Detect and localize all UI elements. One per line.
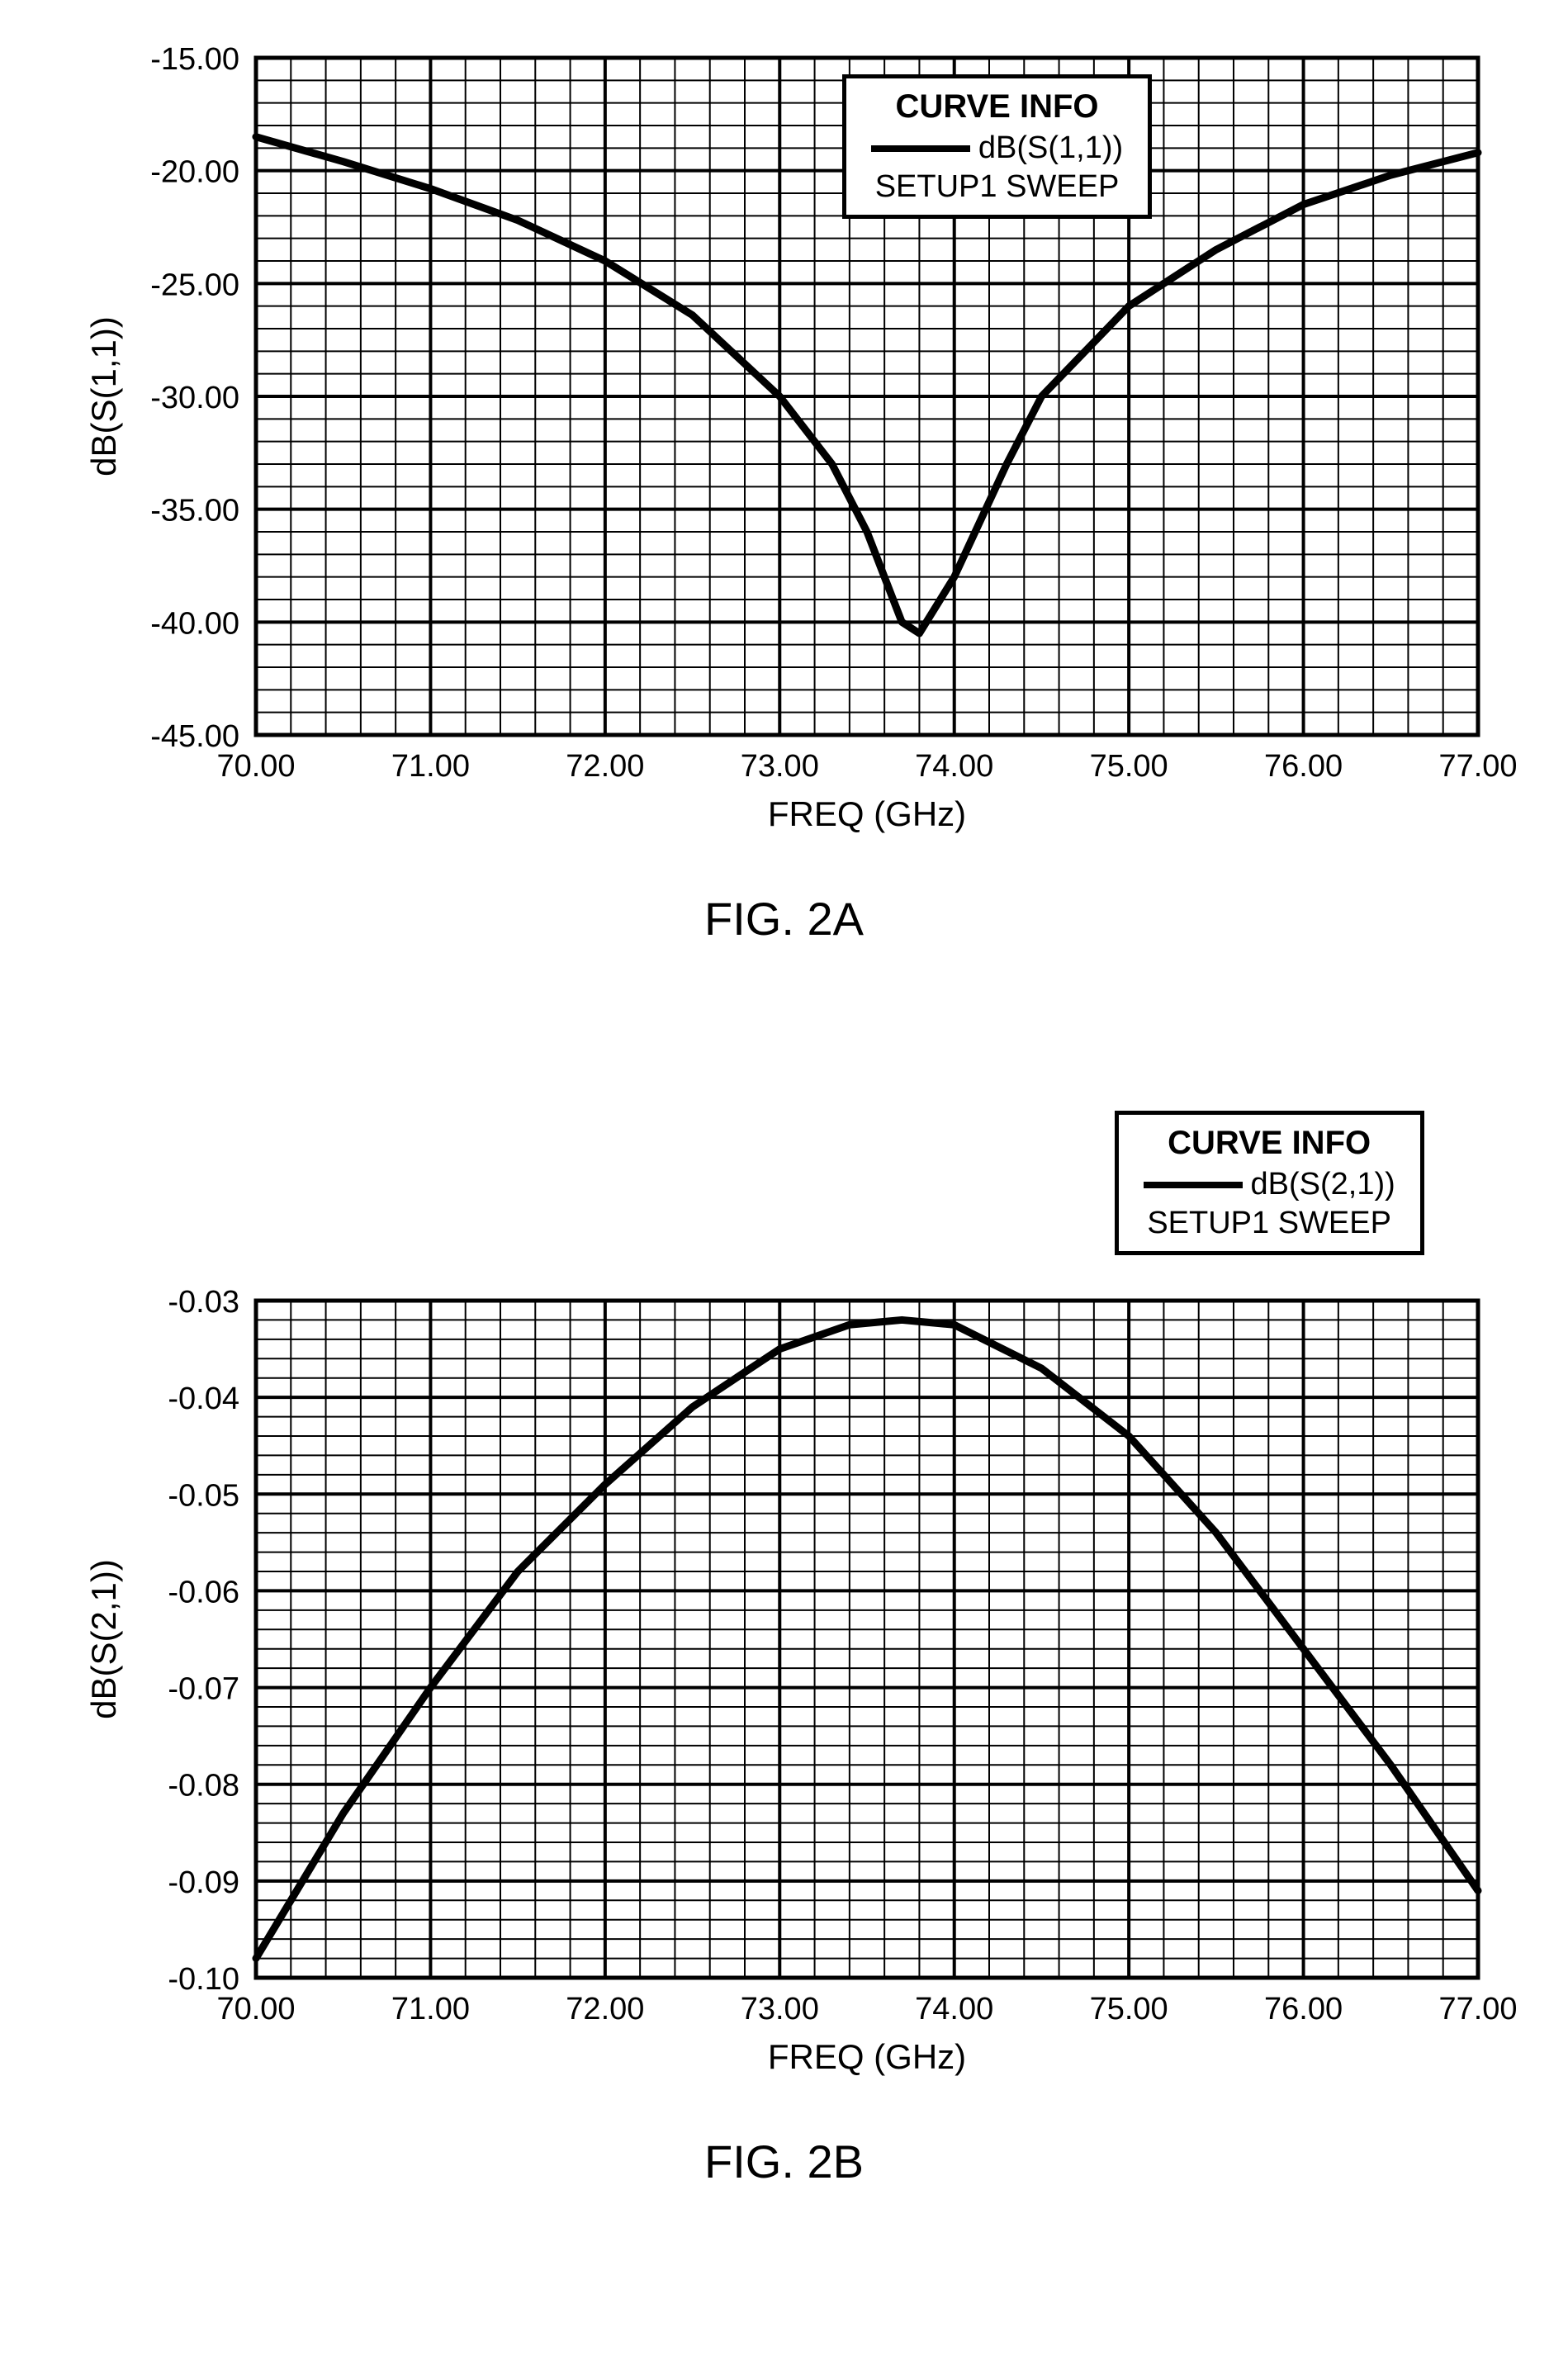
svg-text:-35.00: -35.00 bbox=[150, 494, 239, 529]
svg-text:-0.09: -0.09 bbox=[168, 1865, 239, 1900]
svg-text:73.00: 73.00 bbox=[740, 749, 818, 784]
legend-subtitle: SETUP1 SWEEP bbox=[871, 169, 1123, 205]
svg-text:75.00: 75.00 bbox=[1089, 749, 1168, 784]
chart-b-caption: FIG. 2B bbox=[41, 2135, 1528, 2188]
svg-text:77.00: 77.00 bbox=[1438, 749, 1517, 784]
svg-text:-20.00: -20.00 bbox=[150, 155, 239, 190]
svg-text:74.00: 74.00 bbox=[915, 1992, 993, 2026]
chart-a-block: 70.00 71.00 72.00 73.00 74.00 75.00 76.00 77.00… bbox=[41, 33, 1528, 946]
svg-text:72.00: 72.00 bbox=[566, 749, 644, 784]
svg-text:-0.03: -0.03 bbox=[168, 1285, 239, 1320]
svg-text:77.00: 77.00 bbox=[1438, 1992, 1517, 2026]
svg-text:-40.00: -40.00 bbox=[150, 606, 239, 641]
legend-swatch bbox=[1144, 1182, 1243, 1188]
svg-text:70.00: 70.00 bbox=[216, 749, 295, 784]
svg-text:-15.00: -15.00 bbox=[150, 42, 239, 77]
svg-text:71.00: 71.00 bbox=[391, 749, 469, 784]
svg-text:-25.00: -25.00 bbox=[150, 268, 239, 302]
svg-text:76.00: 76.00 bbox=[1264, 749, 1343, 784]
legend-title: CURVE INFO bbox=[871, 88, 1123, 126]
svg-text:-0.08: -0.08 bbox=[168, 1769, 239, 1804]
legend-series-row: dB(S(1,1)) bbox=[871, 130, 1123, 166]
chart-a-caption: FIG. 2A bbox=[41, 892, 1528, 946]
svg-text:-0.04: -0.04 bbox=[168, 1382, 239, 1416]
svg-text:FREQ (GHz): FREQ (GHz) bbox=[767, 2037, 965, 2076]
svg-text:71.00: 71.00 bbox=[391, 1992, 469, 2026]
legend-series-label: dB(S(2,1)) bbox=[1251, 1167, 1395, 1202]
svg-text:-0.10: -0.10 bbox=[168, 1962, 239, 1997]
chart-a-legend: CURVE INFO dB(S(1,1)) SETUP1 SWEEP bbox=[842, 74, 1152, 219]
chart-b-block: 70.00 71.00 72.00 73.00 74.00 75.00 76.00 77.00… bbox=[41, 1094, 1528, 2188]
chart-b-legend: CURVE INFO dB(S(2,1)) SETUP1 SWEEP bbox=[1115, 1111, 1424, 1255]
legend-series-row: dB(S(2,1)) bbox=[1144, 1167, 1395, 1202]
svg-text:FREQ (GHz): FREQ (GHz) bbox=[767, 794, 965, 833]
svg-text:72.00: 72.00 bbox=[566, 1992, 644, 2026]
svg-text:73.00: 73.00 bbox=[740, 1992, 818, 2026]
svg-text:dB(S(1,1)): dB(S(1,1)) bbox=[84, 316, 123, 476]
svg-text:dB(S(2,1)): dB(S(2,1)) bbox=[84, 1559, 123, 1719]
svg-text:-0.05: -0.05 bbox=[168, 1478, 239, 1513]
svg-text:-45.00: -45.00 bbox=[150, 719, 239, 754]
legend-subtitle: SETUP1 SWEEP bbox=[1144, 1206, 1395, 1241]
chart-a-svg: 70.00 71.00 72.00 73.00 74.00 75.00 76.00 77.00… bbox=[41, 33, 1528, 875]
svg-text:76.00: 76.00 bbox=[1264, 1992, 1343, 2026]
svg-text:-0.07: -0.07 bbox=[168, 1672, 239, 1707]
svg-text:74.00: 74.00 bbox=[915, 749, 993, 784]
svg-text:75.00: 75.00 bbox=[1089, 1992, 1168, 2026]
svg-text:-0.06: -0.06 bbox=[168, 1575, 239, 1609]
legend-title: CURVE INFO bbox=[1144, 1125, 1395, 1162]
legend-series-label: dB(S(1,1)) bbox=[978, 130, 1123, 166]
svg-text:70.00: 70.00 bbox=[216, 1992, 295, 2026]
svg-text:-30.00: -30.00 bbox=[150, 381, 239, 415]
legend-swatch bbox=[871, 145, 970, 152]
